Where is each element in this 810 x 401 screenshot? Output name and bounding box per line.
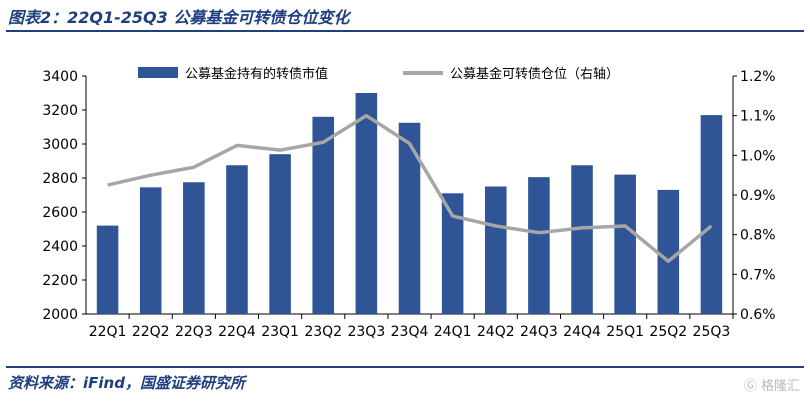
legend-bar-swatch — [138, 67, 178, 78]
right-tick-label: 0.6% — [740, 307, 776, 323]
bar-23Q2 — [312, 116, 335, 314]
bar-24Q4 — [571, 165, 593, 314]
x-tick-label: 24Q4 — [563, 324, 601, 340]
bar-22Q3 — [183, 182, 205, 314]
x-tick-label: 23Q2 — [304, 324, 342, 340]
left-tick-label: 2400 — [42, 239, 78, 255]
right-tick-label: 1.0% — [740, 148, 776, 164]
x-tick-label: 23Q4 — [391, 324, 429, 340]
bar-25Q2 — [657, 189, 680, 314]
x-tick-label: 25Q2 — [649, 324, 687, 340]
right-tick-label: 0.7% — [740, 267, 776, 283]
left-tick-label: 2800 — [42, 171, 78, 187]
x-tick-label: 25Q1 — [606, 324, 644, 340]
watermark-text: 格隆汇 — [760, 379, 800, 394]
source-note: 资料来源：iFind，国盛证券研究所 — [8, 374, 245, 392]
bar-24Q1 — [441, 193, 464, 314]
x-tick-label: 24Q3 — [520, 324, 558, 340]
bar-25Q3 — [700, 115, 723, 314]
left-tick-label: 3200 — [42, 103, 78, 119]
chart: 2000 2200 2400 2600 2800 3000 3200 3400 0.6% 0.7%… — [42, 66, 776, 340]
title-divider — [6, 30, 804, 32]
left-tick-label: 3400 — [42, 69, 78, 85]
bar-23Q3 — [355, 93, 378, 314]
bar-22Q4 — [226, 165, 248, 314]
bar-23Q1 — [269, 154, 291, 314]
bar-23Q4 — [398, 122, 421, 314]
x-tick-label: 22Q3 — [175, 324, 213, 340]
x-tick-label: 24Q2 — [477, 324, 515, 340]
bar-25Q1 — [614, 174, 636, 314]
source-divider — [6, 366, 804, 368]
x-tick-label: 22Q2 — [132, 324, 170, 340]
legend-line-label: 公募基金可转债仓位（右轴） — [450, 66, 619, 82]
x-tick-label: 25Q3 — [693, 324, 731, 340]
bar-22Q2 — [139, 187, 162, 314]
x-tick-label: 24Q1 — [434, 324, 472, 340]
right-tick-label: 1.1% — [740, 109, 776, 125]
left-tick-label: 2000 — [42, 307, 78, 323]
chart-title: 图表2：22Q1-25Q3 公募基金可转债仓位变化 — [8, 8, 350, 27]
bar-24Q3 — [528, 177, 550, 314]
left-tick-label: 2600 — [42, 205, 78, 221]
right-tick-label: 0.8% — [740, 228, 776, 244]
watermark-logo: Ⓖ 格隆汇 — [743, 379, 800, 394]
x-tick-label: 22Q1 — [89, 324, 127, 340]
left-tick-label: 3000 — [42, 137, 78, 153]
legend-bar-label: 公募基金持有的转债市值 — [185, 66, 328, 82]
right-tick-label: 0.9% — [740, 188, 776, 204]
x-tick-label: 23Q3 — [347, 324, 385, 340]
right-tick-label: 1.2% — [740, 69, 776, 85]
x-tick-label: 23Q1 — [261, 324, 299, 340]
bar-24Q2 — [484, 186, 507, 314]
x-tick-label: 22Q4 — [218, 324, 256, 340]
bar-22Q1 — [96, 225, 119, 314]
left-tick-label: 2200 — [42, 273, 78, 289]
